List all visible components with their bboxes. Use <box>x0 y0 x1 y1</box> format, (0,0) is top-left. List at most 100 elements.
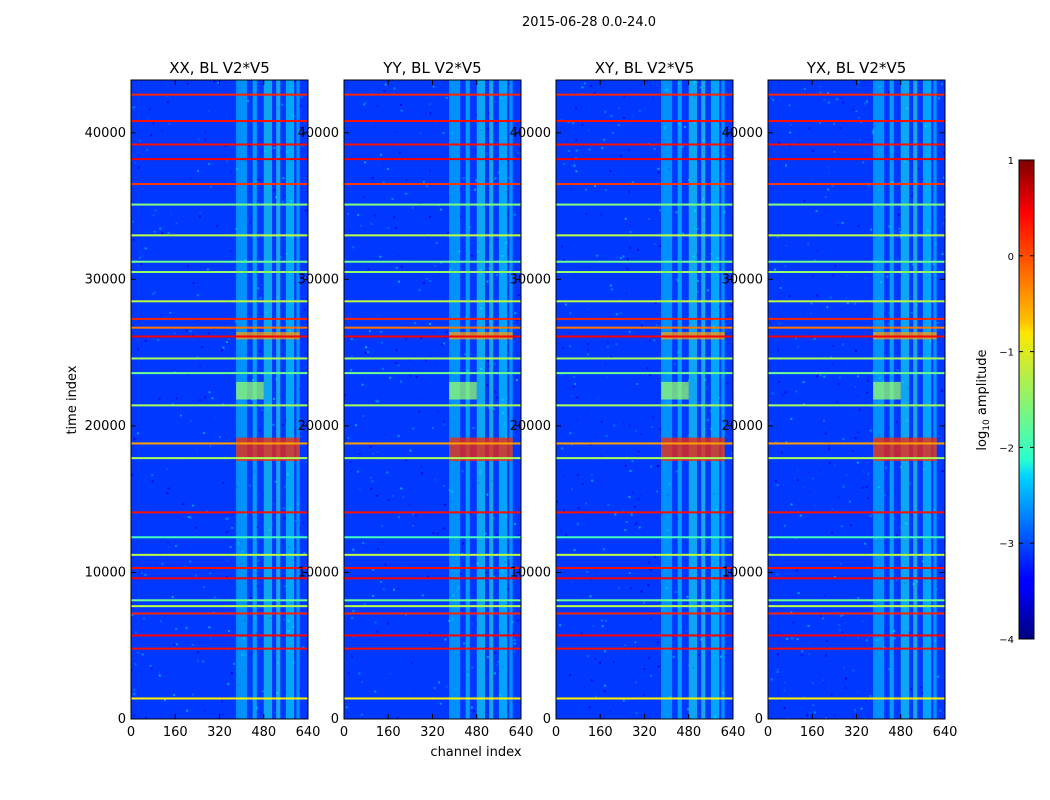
flagged-time-line <box>768 317 945 320</box>
flagged-time-line <box>556 203 733 206</box>
flagged-time-line <box>131 536 308 539</box>
flagged-time-line <box>768 300 945 303</box>
flagged-time-line <box>768 634 945 637</box>
x-tick-label: 160 <box>376 725 401 740</box>
colorbar-label: log10 amplitude <box>975 349 992 450</box>
x-tick-label: 640 <box>933 725 958 740</box>
rfi-channel-band <box>296 80 300 719</box>
flagged-time-line <box>768 270 945 273</box>
colorbar-tick-label: 0 <box>1008 252 1014 263</box>
x-tick-label: 640 <box>721 725 746 740</box>
colorbar: 1 0 −1 −2 −3 −4 log10 amplitude <box>975 156 1035 646</box>
flagged-time-line <box>131 457 308 460</box>
y-tick-label: 10000 <box>510 565 551 580</box>
x-tick-label: 160 <box>163 725 188 740</box>
flagged-time-line <box>768 553 945 556</box>
flagged-time-line <box>131 511 308 514</box>
flagged-time-line <box>131 317 308 320</box>
flagged-time-line <box>344 260 521 263</box>
flagged-time-line <box>344 203 521 206</box>
flagged-time-line <box>344 143 521 146</box>
flagged-time-line <box>556 143 733 146</box>
flagged-time-line <box>344 553 521 556</box>
flagged-time-line <box>556 457 733 460</box>
flagged-time-line <box>131 335 308 338</box>
panel-image <box>131 80 308 719</box>
rfi-channel-band <box>922 80 932 719</box>
panel-yx: YX, BL V2*V5 0 160 320 480 640 0 10000 20000 3000… <box>722 59 958 740</box>
flagged-time-line <box>768 442 945 445</box>
flagged-time-line <box>131 260 308 263</box>
background-cells <box>768 80 945 719</box>
flagged-time-line <box>768 647 945 650</box>
flagged-time-line <box>344 93 521 96</box>
background-cells <box>131 80 308 719</box>
flagged-time-line <box>344 158 521 161</box>
flagged-time-line <box>344 357 521 360</box>
y-tick-label: 30000 <box>510 272 551 287</box>
flagged-time-line <box>556 260 733 263</box>
flagged-time-line <box>556 183 733 186</box>
rfi-channel-band <box>509 80 513 719</box>
flagged-time-line <box>131 143 308 146</box>
x-axis-label: channel index <box>430 745 521 760</box>
y-tick-label: 30000 <box>722 272 763 287</box>
x-tick-label: 480 <box>464 725 489 740</box>
y-tick-label: 40000 <box>722 126 763 141</box>
flagged-time-line <box>131 697 308 700</box>
flagged-time-line <box>344 234 521 237</box>
panel-image <box>556 80 733 719</box>
y-tick-label: 0 <box>118 712 126 727</box>
flagged-time-line <box>131 567 308 570</box>
y-tick-label: 20000 <box>722 419 763 434</box>
flagged-time-line <box>131 357 308 360</box>
flagged-time-line <box>768 326 945 329</box>
x-tick-label: 320 <box>420 725 445 740</box>
panel-xy: XY, BL V2*V5 0 160 320 480 640 0 10000 20000 3000… <box>510 59 746 740</box>
flagged-time-line <box>344 300 521 303</box>
flagged-time-line <box>556 158 733 161</box>
x-tick-label: 640 <box>296 725 321 740</box>
flagged-time-line <box>344 612 521 615</box>
flagged-time-line <box>556 599 733 602</box>
flagged-time-line <box>556 567 733 570</box>
flagged-time-line <box>556 357 733 360</box>
flagged-time-line <box>768 577 945 580</box>
y-tick-label: 20000 <box>298 419 339 434</box>
flagged-time-line <box>344 372 521 375</box>
flagged-time-line <box>768 357 945 360</box>
flagged-time-line <box>344 605 521 608</box>
rfi-burst-block <box>449 381 477 400</box>
flagged-time-line <box>344 317 521 320</box>
x-tick-label: 160 <box>800 725 825 740</box>
x-tick-label: 0 <box>764 725 772 740</box>
flagged-time-line <box>556 234 733 237</box>
flagged-time-line <box>344 511 521 514</box>
flagged-time-line <box>768 143 945 146</box>
flagged-time-line <box>131 300 308 303</box>
flagged-time-line <box>768 203 945 206</box>
panels: XX, BL V2*V5 0 160 320 480 640 0 10000 20000 3000… <box>65 59 957 760</box>
flagged-time-line <box>344 404 521 407</box>
flagged-time-line <box>131 612 308 615</box>
flagged-time-line <box>344 335 521 338</box>
rfi-channel-band <box>285 80 295 719</box>
x-tick-label: 320 <box>632 725 657 740</box>
rfi-burst-block <box>236 381 264 400</box>
y-tick-label: 30000 <box>85 272 126 287</box>
y-tick-label: 40000 <box>510 126 551 141</box>
flagged-time-line <box>556 612 733 615</box>
rfi-burst-block <box>661 381 689 400</box>
flagged-time-line <box>556 605 733 608</box>
panel-image <box>768 80 945 719</box>
flagged-time-line <box>556 326 733 329</box>
colorbar-tick-label: −2 <box>999 443 1014 454</box>
flagged-time-line <box>344 599 521 602</box>
colorbar-tick-label: −1 <box>999 348 1014 359</box>
background-cells <box>344 80 521 719</box>
flagged-time-line <box>131 270 308 273</box>
panel-yy: YY, BL V2*V5 0 160 320 480 640 0 10000 20000 3000… <box>298 59 534 740</box>
flagged-time-line <box>344 634 521 637</box>
x-tick-label: 480 <box>888 725 913 740</box>
